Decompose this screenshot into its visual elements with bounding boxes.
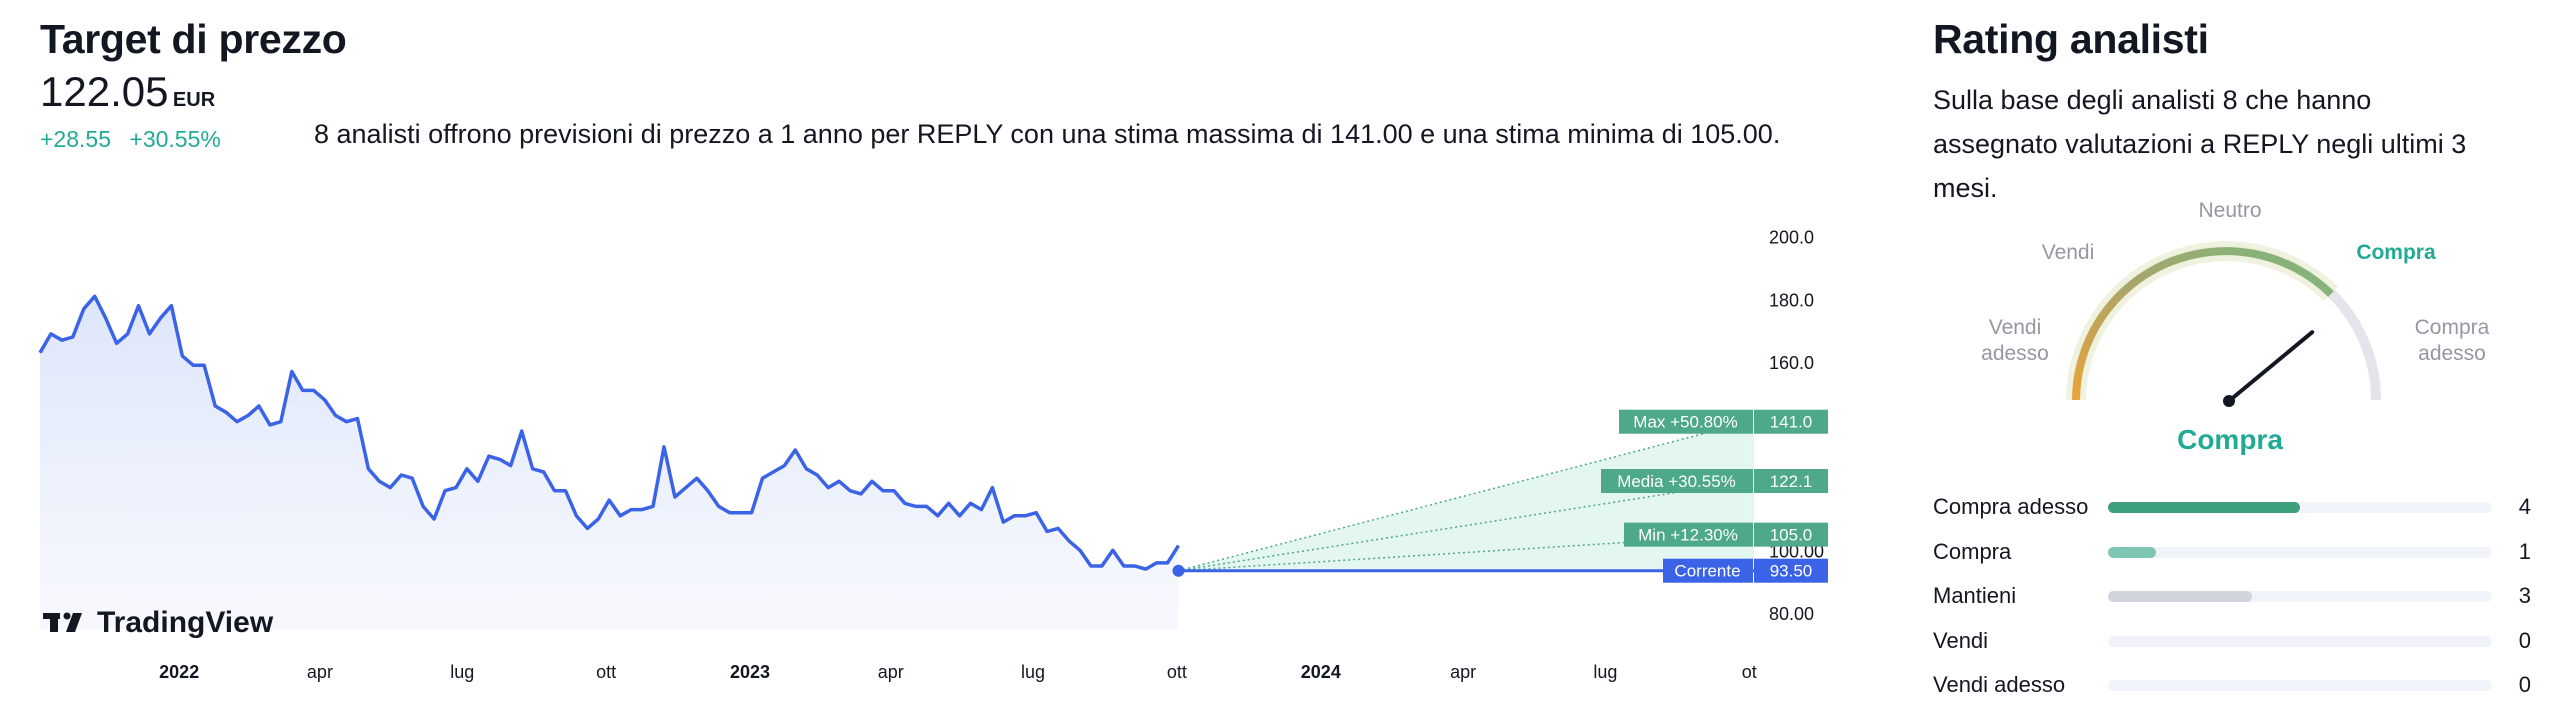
rating-row: Mantieni 3 [1933, 581, 2531, 611]
currency: EUR [172, 89, 216, 111]
target-price: 122.05 [40, 68, 169, 115]
x-tick-label: ott [1167, 662, 1187, 682]
rating-bar-track [2108, 502, 2492, 513]
gauge-label-strong-sell: Vendi adesso [1981, 316, 2049, 365]
x-tick-label: 2024 [1301, 662, 1341, 682]
rating-row: Vendi 0 [1933, 626, 2531, 656]
y-tick-label: 200.0 [1769, 228, 1814, 248]
x-tick-label: 2023 [730, 662, 770, 682]
rating-row-label: Compra [1933, 538, 2012, 564]
y-tick-label: 80.00 [1769, 604, 1814, 624]
analyst-rating-description: Sulla base degli analisti 8 che hanno as… [1933, 85, 2467, 203]
price-area [40, 296, 1179, 630]
gauge-track [2071, 245, 2381, 401]
tradingview-logo[interactable]: TradingView [43, 606, 274, 639]
forecast-tag-label-bg [1624, 522, 1753, 547]
rating-result: Compra [2177, 424, 2283, 455]
forecast-tag-value-bg [1754, 469, 1828, 494]
rating-row: Compra 1 [1933, 537, 2531, 567]
forecast-tag-label: Min +12.30% [1638, 526, 1738, 545]
forecast-tag-label-bg [1601, 469, 1753, 494]
change-block: +28.55 +30.55% [40, 126, 221, 153]
y-tick-label: 160.0 [1769, 353, 1814, 373]
forecast-tag-label-bg [1663, 558, 1753, 583]
forecast-tag-value: 141.0 [1770, 413, 1813, 432]
rating-row: Compra adesso 4 [1933, 492, 2531, 522]
rating-row-count: 3 [2518, 583, 2531, 608]
gauge-pivot [2223, 395, 2235, 407]
forecast-line-avg [1178, 480, 1750, 572]
rating-bar-track [2108, 635, 2492, 647]
forecast-tag-min: Min +12.30% 105.0 [1624, 522, 1828, 547]
gauge-label-neutral: Neutro [2198, 199, 2262, 222]
gauge-halo [2066, 241, 2338, 401]
forecast-tag-value: 122.1 [1770, 472, 1813, 491]
forecast-tag-avg: Media +30.55% 122.1 [1601, 469, 1828, 494]
rating-row: Vendi adesso 0 [1933, 670, 2531, 700]
forecast-tag-label: Max +50.80% [1633, 413, 1737, 432]
rating-row-count: 0 [2518, 627, 2531, 653]
gauge-needle [2227, 330, 2315, 403]
forecast-tag-value: 105.0 [1770, 526, 1813, 545]
x-tick-label: apr [307, 662, 333, 682]
rating-bar-track [2108, 546, 2492, 558]
rating-bar-fill [2108, 546, 2156, 558]
analyst-rating-title: Rating analisti [1933, 16, 2209, 62]
y-tick-label: 180.0 [1769, 290, 1814, 310]
rating-gauge [2066, 241, 2381, 407]
forecast-tag-max: Max +50.80% 141.0 [1619, 409, 1828, 434]
forecast-tag-label-bg [1619, 409, 1753, 434]
x-tick-label: lug [1021, 662, 1045, 682]
forecast-summary: 8 analisti offrono previsioni di prezzo … [314, 119, 1781, 149]
current-price-dot [1172, 564, 1185, 577]
tradingview-wordmark: TradingView [97, 606, 274, 639]
rating-row-count: 0 [2518, 672, 2531, 697]
rating-row-label: Compra adesso [1933, 494, 2089, 519]
x-tick-label: 2022 [159, 662, 199, 682]
tradingview-mark-icon [43, 612, 82, 632]
rating-bar-fill [2108, 591, 2252, 602]
forecast-line-max [1178, 420, 1750, 572]
price-target-title: Target di prezzo [40, 16, 347, 62]
rating-bar-fill [2108, 502, 2300, 513]
forecast-tag-label: Media +30.55% [1617, 472, 1736, 491]
rating-row-label: Vendi [1933, 627, 1989, 653]
change-abs: +28.55 [40, 126, 111, 152]
forecast-cone [1178, 421, 1750, 571]
x-tick-label: apr [878, 662, 904, 682]
x-tick-label: ott [596, 662, 616, 682]
price-line [38, 294, 1180, 571]
rating-row-label: Vendi adesso [1933, 672, 2066, 697]
forecast-tag-value: 93.50 [1770, 562, 1813, 581]
forecast-tag-label: Corrente [1674, 562, 1740, 581]
gauge-label-sell: Vendi [2041, 241, 2095, 264]
x-tick-label: apr [1450, 662, 1476, 682]
gauge-label-buy: Compra [2356, 241, 2436, 264]
x-tick-label: ot [1742, 662, 1757, 682]
price-block: 122.05 EUR [40, 68, 215, 116]
rating-bar-track [2108, 591, 2492, 602]
x-tick-label: lug [1593, 662, 1617, 682]
forecast-tag-value-bg [1754, 522, 1828, 547]
forecast-band [1749, 421, 1754, 571]
rating-row-label: Mantieni [1933, 583, 2017, 608]
rating-bar-track [2108, 680, 2492, 691]
gauge-fill [2072, 247, 2334, 401]
x-tick-label: lug [450, 662, 474, 682]
rating-row-count: 1 [2518, 538, 2531, 564]
forecast-tag-value-bg [1754, 409, 1828, 434]
change-pct: +30.55% [129, 126, 221, 152]
forecast-tag-value-bg [1754, 558, 1828, 583]
rating-row-count: 4 [2518, 494, 2531, 519]
forecast-tag-current: Corrente 93.50 [1663, 558, 1828, 583]
gauge-label-strong-buy: Compra adesso [2414, 316, 2490, 365]
